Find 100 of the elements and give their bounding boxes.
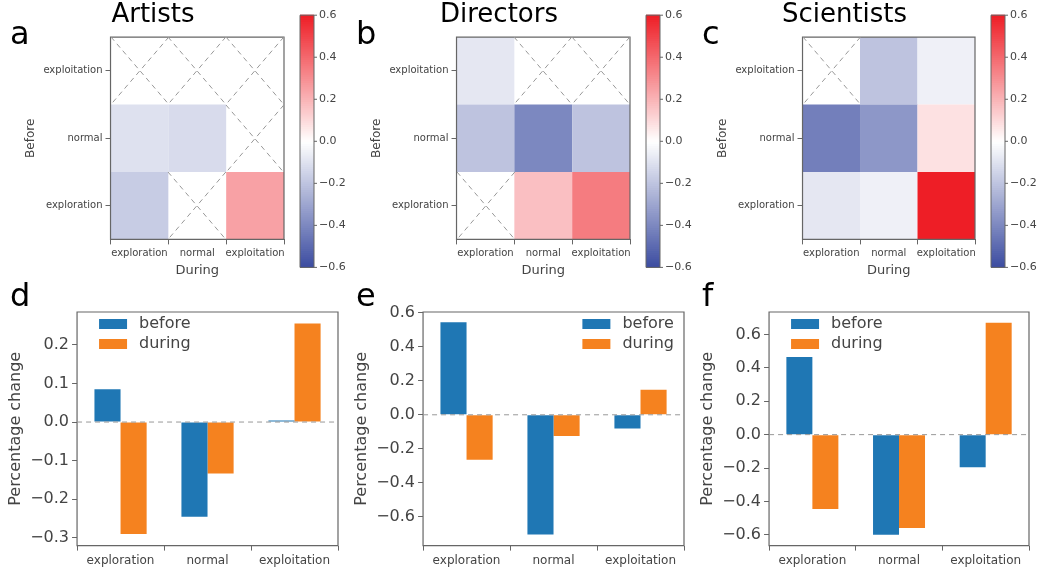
x-axis-title: During <box>866 261 911 277</box>
x-tick-label: exploitation <box>950 552 1022 567</box>
y-tick-label: exploration <box>391 199 449 211</box>
legend-label: before <box>831 313 883 333</box>
x-tick-label: exploration <box>111 246 168 258</box>
y-tick-label: −0.2 <box>30 488 70 508</box>
bar <box>985 322 1012 435</box>
y-tick-label: exploitation <box>43 64 103 76</box>
y-axis-title: Before <box>23 118 38 158</box>
bar <box>899 435 926 529</box>
y-axis-title: Percentage change <box>696 351 716 506</box>
x-tick-label: exploitation <box>225 246 285 258</box>
y-tick-label: 0.2 <box>43 333 70 353</box>
legend-label: during <box>622 333 675 353</box>
x-tick-label: normal <box>179 246 215 258</box>
y-tick-label: −0.4 <box>722 490 762 510</box>
chart-title: Scientists <box>781 0 908 29</box>
color-bar-label: −0.6 <box>665 260 692 274</box>
color-bar-label: 0.0 <box>1010 134 1028 148</box>
x-tick-label: normal <box>871 246 907 258</box>
color-bar-label: 0.2 <box>665 92 683 106</box>
x-tick-label: exploitation <box>916 246 976 258</box>
y-axis-title: Percentage change <box>350 351 370 506</box>
color-bar-label: 0.6 <box>665 8 683 22</box>
bar <box>873 435 900 535</box>
text: e <box>356 276 376 315</box>
bar <box>614 415 641 429</box>
bar <box>786 357 813 435</box>
bar <box>207 422 234 474</box>
bar <box>553 415 580 437</box>
color-bar-label: 0.4 <box>319 50 337 64</box>
y-axis-title: Before <box>369 118 384 158</box>
y-tick-label: −0.1 <box>30 449 70 469</box>
chart-title: Artists <box>111 0 195 29</box>
color-bar-label: 0.2 <box>1010 92 1028 106</box>
y-tick-label: −0.4 <box>376 471 416 491</box>
color-bar-label: −0.6 <box>1010 260 1037 274</box>
y-tick-label: 0.6 <box>735 323 762 343</box>
bar <box>294 323 321 422</box>
x-tick-label: exploration <box>802 246 860 258</box>
color-bar-label: −0.2 <box>665 176 692 190</box>
bar <box>120 422 147 535</box>
y-tick-label: normal <box>759 131 795 143</box>
y-tick-label: 0.6 <box>389 302 416 322</box>
x-tick-label: normal <box>186 552 229 567</box>
legend-label: before <box>139 313 191 333</box>
y-tick-label: −0.3 <box>30 527 70 547</box>
color-bar-label: 0.6 <box>319 8 337 22</box>
y-tick-label: 0.0 <box>735 423 762 443</box>
bar <box>466 415 493 460</box>
color-bar-label: 0.4 <box>665 50 683 64</box>
y-tick-label: 0.1 <box>43 372 70 392</box>
color-bar-label: 0.4 <box>1010 50 1028 64</box>
text: b <box>356 13 377 52</box>
color-bar-label: 0.0 <box>319 134 337 148</box>
bar <box>94 389 121 422</box>
bar <box>812 435 839 509</box>
x-tick-label: exploration <box>457 246 514 258</box>
y-tick-label: 0.0 <box>389 403 416 423</box>
color-bar-label: −0.4 <box>1010 218 1037 232</box>
bar <box>959 435 986 468</box>
text: a <box>10 13 30 52</box>
x-tick-label: exploration <box>86 552 155 567</box>
y-tick-label: 0.4 <box>389 335 416 355</box>
y-tick-label: 0.2 <box>389 369 416 389</box>
x-tick-label: normal <box>525 246 561 258</box>
y-tick-label: exploration <box>737 199 795 211</box>
y-tick-label: 0.0 <box>43 411 70 431</box>
y-axis-title: Percentage change <box>4 351 24 506</box>
x-tick-label: exploitation <box>571 246 631 258</box>
y-tick-label: −0.2 <box>376 437 416 457</box>
x-tick-label: exploitation <box>259 552 330 567</box>
x-axis-title: During <box>521 261 566 277</box>
x-tick-label: exploration <box>778 552 847 567</box>
y-tick-label: −0.2 <box>722 457 762 477</box>
text: f <box>702 276 714 315</box>
x-tick-label: exploration <box>432 552 501 567</box>
color-bar-label: −0.4 <box>319 218 346 232</box>
color-bar-label: −0.6 <box>319 260 346 274</box>
y-tick-label: −0.6 <box>722 523 762 543</box>
bar <box>527 415 554 535</box>
y-tick-label: 0.2 <box>735 390 762 410</box>
bar <box>181 422 208 517</box>
color-bar-label: −0.2 <box>319 176 346 190</box>
legend-label: during <box>831 333 883 353</box>
bar <box>640 389 667 415</box>
color-bar-label: 0.0 <box>665 134 683 148</box>
color-bar-label: 0.2 <box>319 92 337 106</box>
chart-title: Directors <box>440 0 558 29</box>
bar <box>440 322 467 415</box>
y-tick-label: 0.4 <box>735 357 762 377</box>
color-bar-label: −0.2 <box>1010 176 1037 190</box>
y-tick-label: exploitation <box>735 64 795 76</box>
color-bar-label: 0.6 <box>1010 8 1028 22</box>
legend-label: before <box>622 313 674 333</box>
y-tick-label: −0.6 <box>376 505 416 525</box>
x-tick-label: exploitation <box>605 552 676 567</box>
y-axis-title: Before <box>715 118 730 158</box>
x-tick-label: normal <box>532 552 575 567</box>
y-tick-label: exploration <box>45 199 103 211</box>
